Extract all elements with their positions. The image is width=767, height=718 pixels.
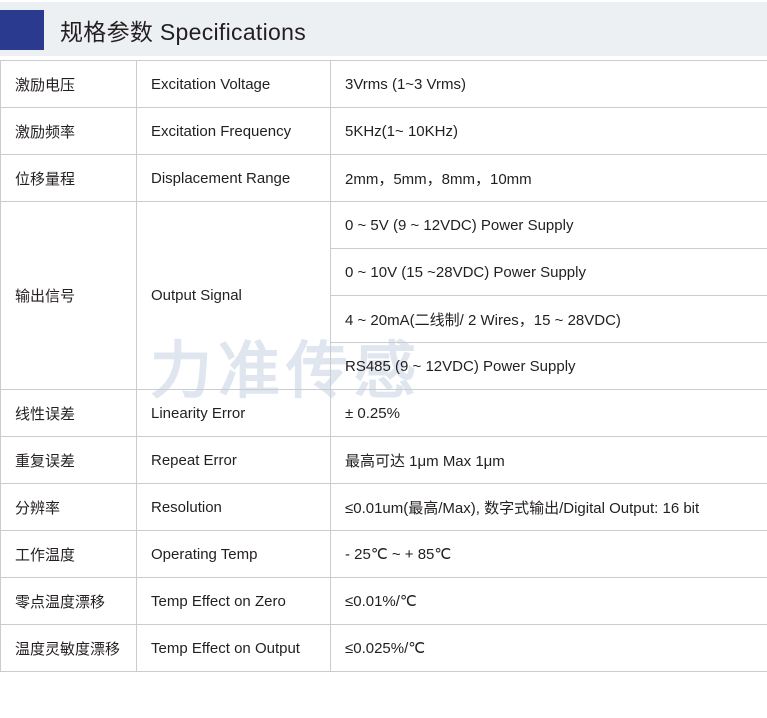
- spec-label-en: Excitation Frequency: [136, 107, 331, 155]
- spec-label-en: Linearity Error: [136, 389, 331, 437]
- header-band: [0, 2, 767, 56]
- spec-value: - 25℃ ~ + 85℃: [330, 530, 767, 578]
- spec-value: ≤0.01um(最高/Max), 数字式输出/Digital Output: 1…: [330, 483, 767, 531]
- list-item: 0 ~ 5V (9 ~ 12VDC) Power Supply: [331, 202, 767, 249]
- table-row: 位移量程 Displacement Range 2mm，5mm，8mm，10mm: [0, 154, 767, 202]
- spec-label-cn: 位移量程: [0, 154, 137, 202]
- table-row: 重复误差 Repeat Error 最高可达 1μm Max 1μm: [0, 436, 767, 484]
- table-row: 线性误差 Linearity Error ± 0.25%: [0, 389, 767, 437]
- spec-label-cn: 零点温度漂移: [0, 577, 137, 625]
- list-item: 0 ~ 10V (15 ~28VDC) Power Supply: [331, 248, 767, 296]
- spec-value: 3Vrms (1~3 Vrms): [330, 60, 767, 108]
- output-signal-list: 0 ~ 5V (9 ~ 12VDC) Power Supply 0 ~ 10V …: [331, 202, 767, 389]
- table-row: 激励频率 Excitation Frequency 5KHz(1~ 10KHz): [0, 107, 767, 155]
- table-row: 工作温度 Operating Temp - 25℃ ~ + 85℃: [0, 530, 767, 578]
- spec-value: 0 ~ 5V (9 ~ 12VDC) Power Supply: [331, 202, 767, 249]
- table-row: 输出信号 Output Signal 0 ~ 5V (9 ~ 12VDC) Po…: [0, 201, 767, 390]
- spec-value: ≤0.025%/℃: [330, 624, 767, 672]
- list-item: RS485 (9 ~ 12VDC) Power Supply: [331, 343, 767, 390]
- spec-value: 2mm，5mm，8mm，10mm: [330, 154, 767, 202]
- spec-label-cn: 输出信号: [0, 201, 137, 390]
- spec-label-en: Excitation Voltage: [136, 60, 331, 108]
- spec-label-cn: 重复误差: [0, 436, 137, 484]
- spec-label-en: Output Signal: [136, 201, 331, 390]
- spec-value: 4 ~ 20mA(二线制/ 2 Wires，15 ~ 28VDC): [331, 295, 767, 343]
- spec-label-en: Temp Effect on Zero: [136, 577, 331, 625]
- spec-label-cn: 温度灵敏度漂移: [0, 624, 137, 672]
- spec-label-en: Repeat Error: [136, 436, 331, 484]
- spec-label-cn: 激励频率: [0, 107, 137, 155]
- spec-label-cn: 线性误差: [0, 389, 137, 437]
- page-title: 规格参数 Specifications: [60, 19, 306, 45]
- spec-value: 5KHz(1~ 10KHz): [330, 107, 767, 155]
- list-item: 4 ~ 20mA(二线制/ 2 Wires，15 ~ 28VDC): [331, 295, 767, 343]
- table-row: 分辨率 Resolution ≤0.01um(最高/Max), 数字式输出/Di…: [0, 483, 767, 531]
- table-row: 温度灵敏度漂移 Temp Effect on Output ≤0.025%/℃: [0, 624, 767, 672]
- page-header: 规格参数 Specifications: [0, 0, 767, 60]
- spec-value: RS485 (9 ~ 12VDC) Power Supply: [345, 357, 576, 375]
- spec-value: ≤0.01%/℃: [330, 577, 767, 625]
- spec-value-group: 0 ~ 5V (9 ~ 12VDC) Power Supply 0 ~ 10V …: [330, 201, 767, 390]
- spec-label-en: Displacement Range: [136, 154, 331, 202]
- spec-label-cn: 分辨率: [0, 483, 137, 531]
- spec-label-en: Resolution: [136, 483, 331, 531]
- spec-value: 最高可达 1μm Max 1μm: [330, 436, 767, 484]
- spec-label-en: Operating Temp: [136, 530, 331, 578]
- specifications-table: 激励电压 Excitation Voltage 3Vrms (1~3 Vrms)…: [0, 60, 767, 672]
- header-accent-block: [0, 10, 44, 50]
- table-row: 零点温度漂移 Temp Effect on Zero ≤0.01%/℃: [0, 577, 767, 625]
- table-row: 激励电压 Excitation Voltage 3Vrms (1~3 Vrms): [0, 60, 767, 108]
- spec-value: ± 0.25%: [330, 389, 767, 437]
- spec-value: 0 ~ 10V (15 ~28VDC) Power Supply: [331, 248, 767, 296]
- spec-label-en: Temp Effect on Output: [136, 624, 331, 672]
- spec-label-cn: 激励电压: [0, 60, 137, 108]
- spec-label-cn: 工作温度: [0, 530, 137, 578]
